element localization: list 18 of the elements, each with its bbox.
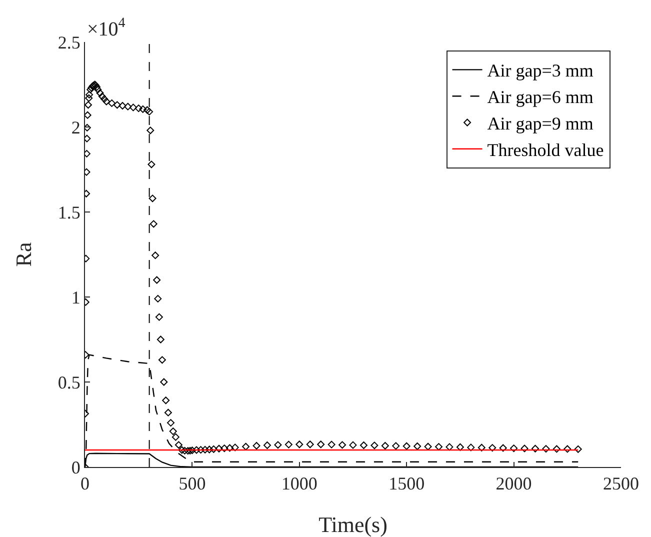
x-tick-label: 2000 — [496, 474, 532, 494]
legend-label: Air gap=9 mm — [487, 114, 594, 134]
text: ×10$^{4}$ — [87, 16, 126, 40]
y-tick-label: 2.5 — [58, 32, 80, 52]
y-tick-label: 2 — [71, 117, 80, 138]
x-tick-label: 1000 — [281, 474, 318, 494]
y-tick-label: 1 — [71, 287, 80, 308]
y-tick-label: 0.5 — [58, 372, 80, 392]
legend-label: Threshold value — [487, 140, 604, 160]
legend-label: Air gap=3 mm — [487, 60, 594, 81]
y-axis-title: Ra — [11, 242, 36, 267]
x-tick-label: 500 — [178, 474, 206, 494]
y-tick-label: 1.5 — [58, 202, 80, 222]
x-tick-label: 2500 — [603, 474, 639, 494]
legend-label: Air gap=6 mm — [487, 87, 594, 108]
x-axis-title: Time(s) — [318, 512, 388, 537]
y-tick-label: 0 — [71, 457, 80, 478]
x-tick-label: 1500 — [388, 474, 425, 494]
